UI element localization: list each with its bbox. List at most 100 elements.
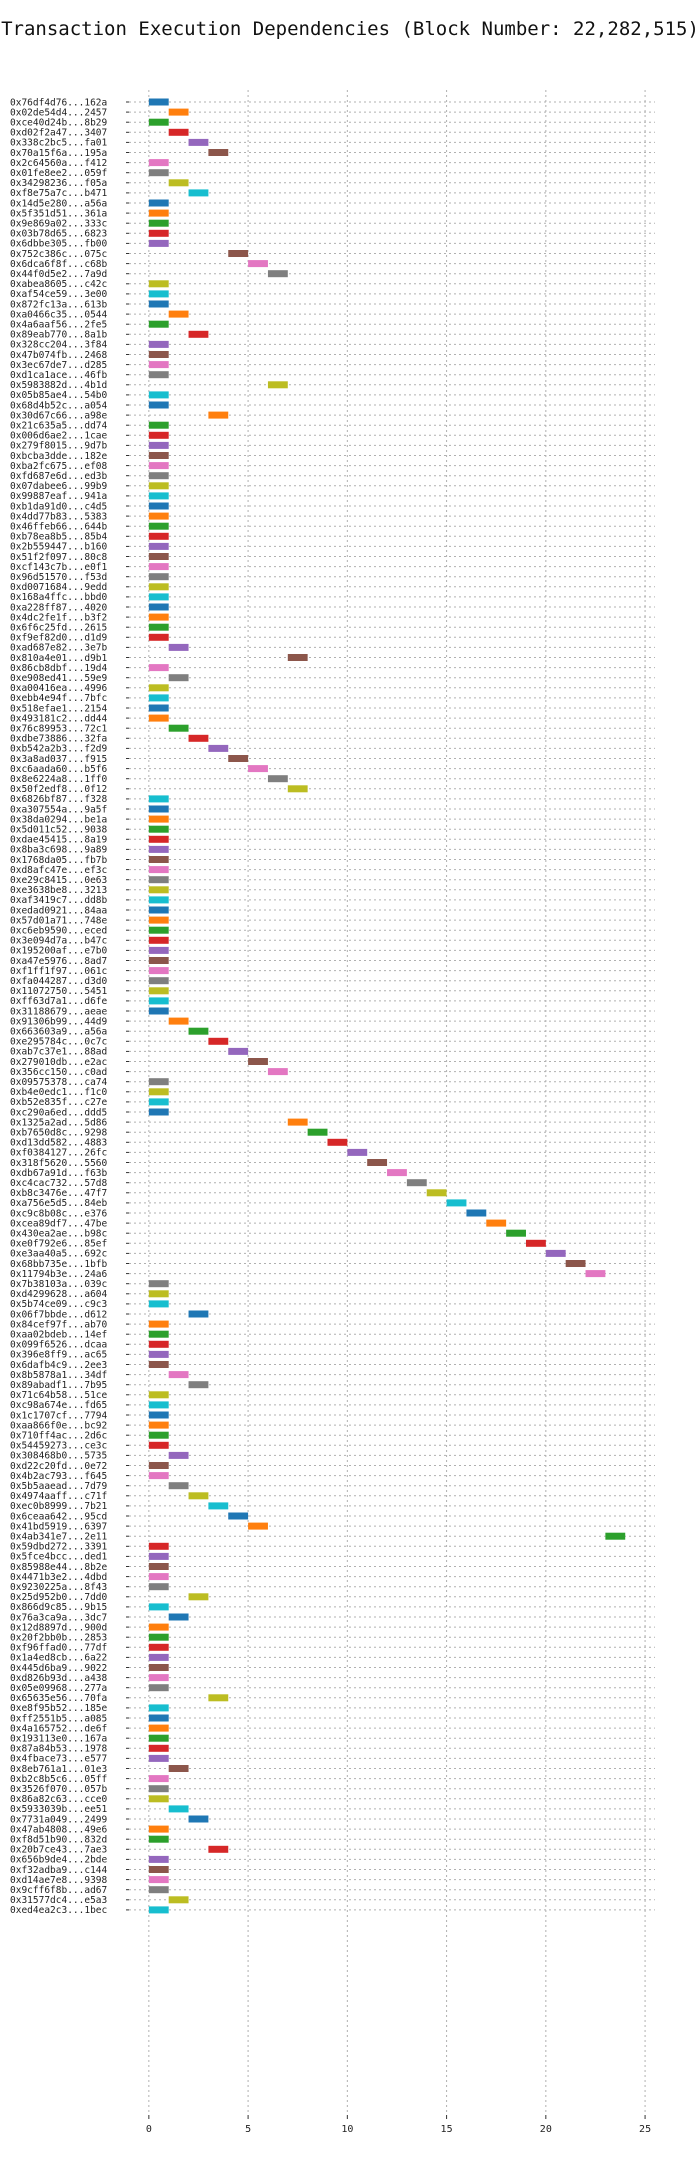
- y-tick-label: 0x76df4d76...162a: [10, 97, 107, 108]
- chart-title: Transaction Execution Dependencies (Bloc…: [1, 18, 699, 40]
- tx-bar: [148, 926, 169, 934]
- y-tick-label: 0x493181c2...dd44: [10, 713, 108, 724]
- y-tick-label: 0x68bb735e...1bfb: [10, 1259, 108, 1270]
- tx-bar: [148, 229, 169, 237]
- tx-bar: [148, 583, 169, 591]
- x-tick-label: 15: [441, 2124, 453, 2135]
- tx-bar: [188, 734, 209, 742]
- y-tick-label: 0x34298236...f05a: [10, 178, 107, 189]
- tx-bar: [585, 1270, 606, 1278]
- tx-bar: [148, 714, 169, 722]
- tx-bar: [148, 1340, 169, 1348]
- y-tick-label: 0x54459273...ce3c: [10, 1441, 107, 1452]
- tx-bar: [168, 724, 189, 732]
- y-tick-label: 0x03b78d65...6823: [10, 229, 107, 240]
- y-tick-label: 0xa47e5976...8ad7: [10, 956, 107, 967]
- y-tick-label: 0xedad0921...84aa: [10, 905, 107, 916]
- y-tick-label: 0xa0466c35...0544: [10, 309, 108, 320]
- tx-bar: [148, 1775, 169, 1783]
- y-tick-label: 0xdbe73886...32fa: [10, 734, 107, 745]
- tx-bar: [148, 290, 169, 298]
- tx-bar: [148, 1653, 169, 1661]
- tx-bar: [148, 1563, 169, 1570]
- tx-bar: [188, 1381, 209, 1389]
- tx-bar: [148, 633, 169, 641]
- y-tick-label: 0x21c635a5...dd74: [10, 421, 108, 432]
- tx-bar: [168, 1482, 189, 1490]
- y-tick-label: 0x31577dc4...e5a3: [10, 1895, 107, 1906]
- y-tick-label: 0xf8d51b90...832d: [10, 1835, 107, 1846]
- y-tick-label: 0x99887eaf...941a: [10, 491, 107, 502]
- y-tick-label: 0xe908ed41...59e9: [10, 673, 108, 684]
- tx-bar: [188, 330, 209, 338]
- tx-bar: [148, 916, 169, 924]
- y-tick-label: 0xb7650d8c...9298: [10, 1128, 108, 1139]
- tx-bar: [208, 1502, 229, 1510]
- tx-bar: [605, 1532, 626, 1540]
- y-tick-label: 0x41bd5919...6397: [10, 1521, 107, 1532]
- tx-bar: [148, 1098, 169, 1106]
- tx-bar: [188, 1593, 209, 1601]
- y-tick-label: 0x05b85ae4...54b0: [10, 390, 108, 401]
- y-tick-label: 0x7731a049...2499: [10, 1814, 108, 1825]
- y-tick-label: 0x38da0294...be1a: [10, 814, 107, 825]
- tx-bar: [148, 876, 169, 884]
- y-tick-label: 0x4a6aaf56...2fe5: [10, 320, 107, 331]
- tx-bar: [307, 1128, 328, 1136]
- y-tick-label: 0xe3aa40a5...692c: [10, 1249, 107, 1260]
- y-tick-label: 0x05e09968...277a: [10, 1683, 107, 1694]
- y-tick-label: 0x5b74ce09...c9c3: [10, 1299, 107, 1310]
- y-tick-label: 0xff63d7a1...d6fe: [10, 996, 108, 1007]
- tx-bar: [148, 967, 169, 975]
- y-tick-label: 0xab7c37e1...88ad: [10, 1047, 107, 1058]
- y-tick-label: 0x9cff6f8b...ad67: [10, 1885, 107, 1896]
- tx-bar: [228, 1512, 249, 1520]
- tx-bar: [148, 371, 169, 379]
- y-tick-label: 0x12d8897d...900d: [10, 1622, 107, 1633]
- tx-bar: [148, 502, 169, 510]
- tx-bar: [148, 684, 169, 692]
- tx-bar: [248, 260, 268, 268]
- y-tick-label: 0x9230225a...8f43: [10, 1582, 107, 1593]
- y-tick-label: 0xaa866f0e...bc92: [10, 1420, 107, 1431]
- y-tick-label: 0x4471b3e2...4dbd: [10, 1572, 107, 1583]
- y-tick-label: 0xd826b93d...a438: [10, 1673, 108, 1684]
- tx-bar: [148, 977, 169, 985]
- tx-bar: [446, 1199, 467, 1207]
- tx-bar: [148, 906, 169, 914]
- tx-bar: [148, 1542, 169, 1550]
- y-tick-label: 0x195200af...e7b0: [10, 946, 108, 957]
- tx-bar: [148, 805, 169, 813]
- tx-bar: [148, 1855, 169, 1863]
- y-tick-label: 0x76c89953...72c1: [10, 724, 108, 735]
- tx-bar: [148, 1825, 169, 1833]
- y-tick-label: 0xec0b8999...7b21: [10, 1501, 108, 1512]
- y-tick-label: 0x4b2ac793...f645: [10, 1471, 107, 1482]
- tx-bar: [486, 1219, 507, 1227]
- tx-bar: [148, 1350, 169, 1358]
- y-tick-label: 0x430ea2ae...b98c: [10, 1229, 107, 1240]
- y-tick-label: 0xcea89df7...47be: [10, 1218, 108, 1229]
- y-tick-label: 0x279f8015...9d7b: [10, 441, 108, 452]
- y-tick-label: 0xebb4e94f...7bfc: [10, 693, 107, 704]
- y-tick-label: 0x31188679...aeae: [10, 1006, 108, 1017]
- y-tick-label: 0x4974aaff...c71f: [10, 1491, 107, 1502]
- y-tick-label: 0xfa044287...d3d0: [10, 976, 108, 987]
- y-tick-label: 0x8eb761a1...01e3: [10, 1764, 107, 1775]
- tx-bar: [148, 1664, 169, 1671]
- y-tick-label: 0x5983882d...4b1d: [10, 380, 107, 391]
- y-tick-label: 0x06f7bbde...d612: [10, 1309, 107, 1320]
- tx-bar: [188, 138, 209, 146]
- y-tick-label: 0x663603a9...a56a: [10, 1027, 107, 1038]
- tx-bar: [188, 1815, 209, 1823]
- tx-bar: [525, 1239, 546, 1247]
- tx-bar: [148, 239, 169, 247]
- y-tick-label: 0x4a165752...de6f: [10, 1723, 107, 1734]
- tx-bar: [148, 1633, 169, 1641]
- tx-bar: [208, 411, 229, 419]
- tx-bar: [188, 189, 209, 197]
- tx-bar: [148, 492, 169, 500]
- y-tick-label: 0x308468b0...5735: [10, 1451, 107, 1462]
- y-tick-label: 0x5fce4bcc...ded1: [10, 1552, 108, 1563]
- tx-bar: [148, 1724, 169, 1732]
